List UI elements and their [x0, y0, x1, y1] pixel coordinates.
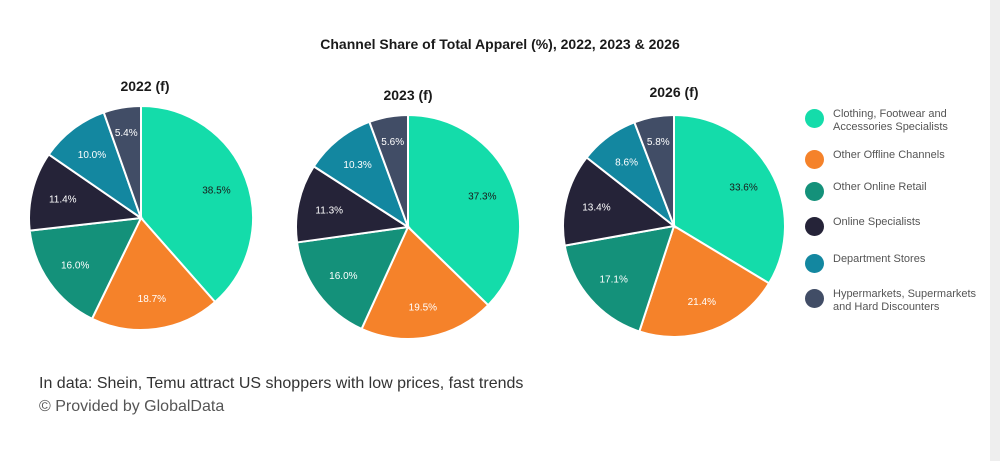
legend-label-clothing: Clothing, Footwear and Accessories Speci… [833, 108, 948, 133]
pie-3-slice-clothing [673, 113, 786, 285]
legend-label-hypermarkets: Hypermarkets, Supermarkets and Hard Disc… [833, 288, 977, 313]
pie-2-slice-hypermarkets [368, 113, 409, 228]
pie-3-label-clothing: 33.6% [729, 183, 757, 194]
pie-2-label-department-stores: 10.3% [343, 160, 371, 171]
legend-item-hypermarkets: Hypermarkets, Supermarkets and Hard Disc… [805, 288, 983, 314]
pie-2-label-online-specialists: 11.3% [315, 206, 343, 217]
pie-3-label-department-stores: 8.6% [615, 158, 638, 169]
pie-1-slice-online-specialists [28, 153, 144, 232]
pie-2-label-hypermarkets: 5.6% [381, 137, 404, 148]
page-edge-strip [990, 0, 1000, 461]
pie-2-slice-other-offline [360, 225, 490, 340]
pie-1-label-other-online: 16.0% [61, 261, 89, 272]
pie-3: 33.6% 21.4% 17.1% 13.4% 8.6% 5.8% [562, 113, 786, 338]
pie-3-label-hypermarkets: 5.8% [647, 137, 670, 148]
pie-2-slice-department-stores [312, 120, 410, 230]
legend-swatch-other-offline [805, 150, 824, 169]
pie-2-slice-other-online [295, 225, 410, 331]
pie-3-slice-online-specialists [562, 156, 677, 247]
legend-swatch-other-online [805, 182, 824, 201]
pie-3-slice-hypermarkets [633, 113, 675, 227]
pie-2-label-other-offline: 19.5% [409, 302, 437, 313]
legend-item-department-stores: Department Stores [805, 253, 983, 273]
legend-label-other-online: Other Online Retail [833, 181, 927, 193]
pie-1-label-hypermarkets: 5.4% [115, 128, 138, 139]
pie-1-label-department-stores: 10.0% [78, 150, 106, 161]
pie-3-label-other-online: 17.1% [599, 274, 627, 285]
chart-title: Channel Share of Total Apparel (%), 2022… [320, 36, 680, 52]
legend-item-other-offline: Other Offline Channels [805, 149, 983, 169]
pie-2-label-clothing: 37.3% [468, 192, 496, 203]
legend-swatch-hypermarkets [805, 289, 824, 308]
pie-1: 38.5% 18.7% 16.0% 11.4% 10.0% 5.4% [28, 104, 254, 331]
legend-label-department-stores: Department Stores [833, 253, 926, 265]
pie-1-label-online-specialists: 11.4% [49, 194, 77, 205]
legend-item-online-specialists: Online Specialists [805, 216, 983, 236]
pie-1-slice-hypermarkets [102, 104, 142, 219]
pie-title-2026: 2026 (f) [649, 84, 699, 100]
caption-text: In data: Shein, Temu attract US shoppers… [39, 375, 524, 392]
pie-1-slice-other-online [28, 216, 143, 321]
pie-1-slice-clothing [140, 104, 254, 304]
legend-swatch-clothing [805, 109, 824, 128]
pie-1-label-other-offline: 18.7% [138, 294, 166, 305]
pie-1-slice-other-offline [90, 216, 217, 331]
legend-item-other-online: Other Online Retail [805, 181, 983, 201]
pie-2-slice-online-specialists [295, 165, 411, 244]
pie-3-slice-other-online [563, 224, 676, 333]
provider-credit: © Provided by GlobalData [39, 398, 225, 415]
pie-title-2022: 2022 (f) [120, 78, 170, 94]
legend-swatch-department-stores [805, 254, 824, 273]
pie-title-2023: 2023 (f) [383, 87, 433, 103]
pie-2: 37.3% 19.5% 16.0% 11.3% 10.3% 5.6% [295, 113, 521, 340]
pie-3-label-online-specialists: 13.4% [582, 203, 610, 214]
legend-swatch-online-specialists [805, 217, 824, 236]
legend-item-clothing: Clothing, Footwear and Accessories Speci… [805, 108, 983, 134]
pie-3-label-other-offline: 21.4% [688, 297, 716, 308]
pie-2-slice-clothing [407, 113, 521, 307]
legend-label-other-offline: Other Offline Channels [833, 149, 945, 161]
legend-label-online-specialists: Online Specialists [833, 216, 921, 228]
pie-1-label-clothing: 38.5% [202, 185, 230, 196]
pie-3-slice-other-offline [638, 224, 771, 338]
pie-2-label-other-online: 16.0% [329, 271, 357, 282]
